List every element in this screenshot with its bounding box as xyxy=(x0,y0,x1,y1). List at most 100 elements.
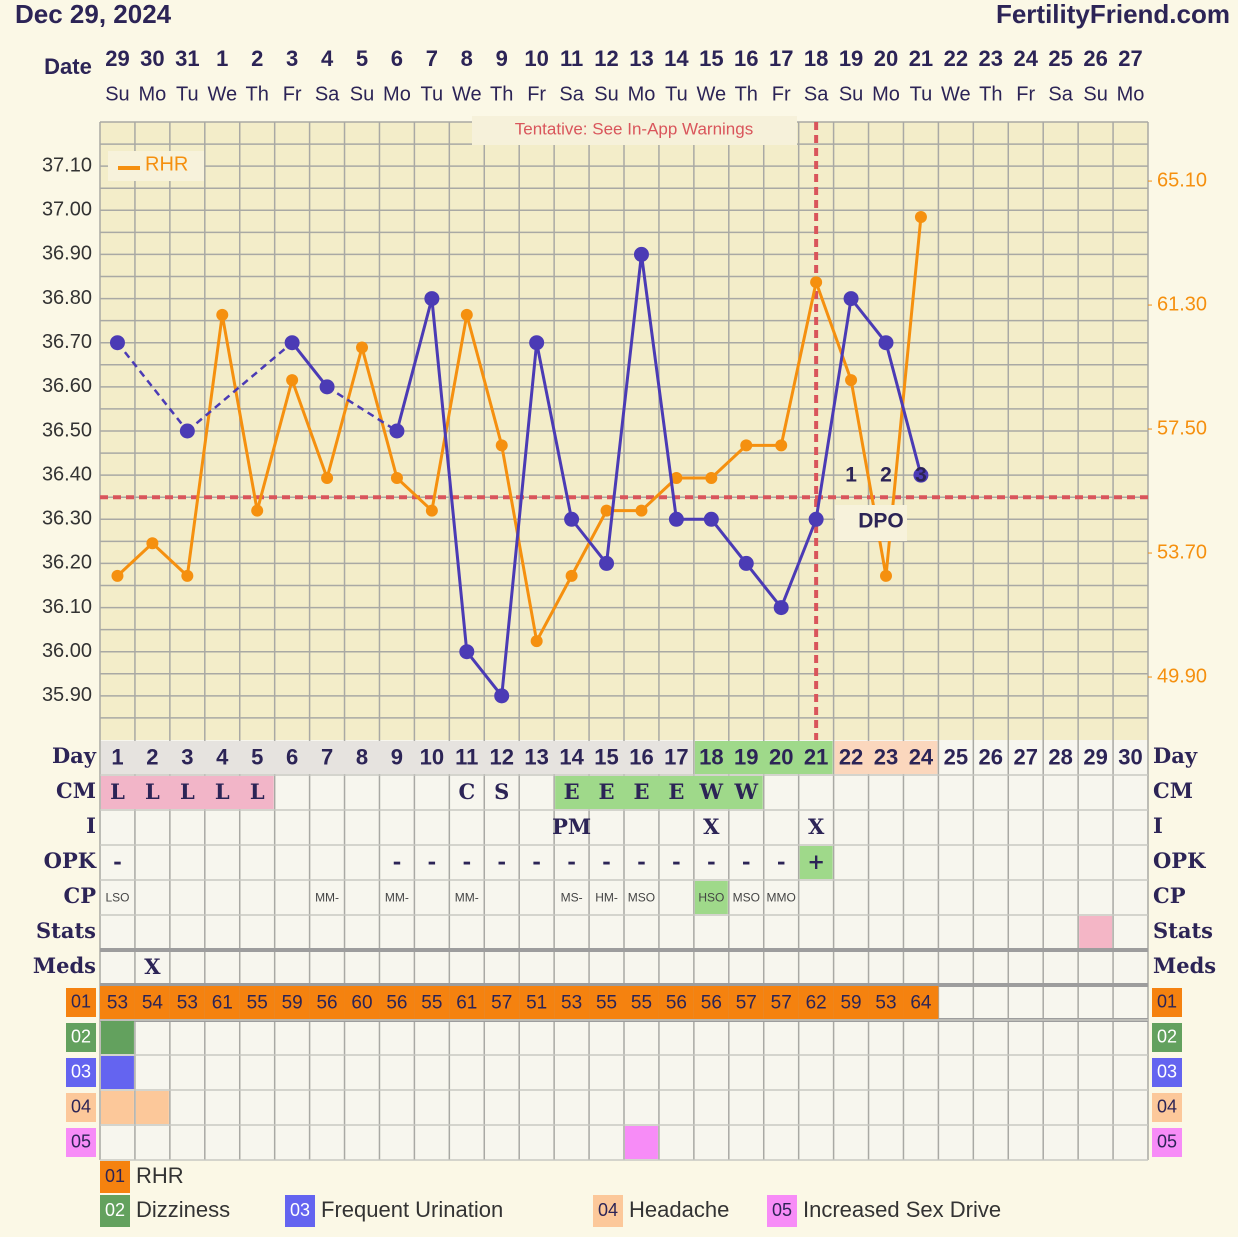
symptom-cell xyxy=(728,986,764,1019)
point xyxy=(775,439,788,452)
code-label: 05 xyxy=(1157,1131,1177,1151)
cell-fill xyxy=(834,741,938,774)
day-number: 29 xyxy=(1083,744,1107,769)
y-tick-label: 36.80 xyxy=(42,287,92,309)
symptom-cell xyxy=(414,986,450,1019)
symptom-cell xyxy=(134,986,170,1019)
day-number: 19 xyxy=(734,744,758,769)
date-label: 20 xyxy=(874,46,898,71)
weekday-label: Tu xyxy=(176,83,199,105)
date-label: Date xyxy=(44,54,92,79)
symptom-value: 53 xyxy=(177,993,198,1014)
point xyxy=(703,511,719,527)
series-line xyxy=(395,254,923,700)
symptom-value: 53 xyxy=(875,993,896,1014)
code-box xyxy=(1152,1023,1182,1052)
cell-fill xyxy=(555,776,763,809)
symptom-cell xyxy=(519,986,555,1019)
gap-connector xyxy=(326,385,398,433)
point xyxy=(530,635,543,648)
cell-text: - xyxy=(602,849,611,874)
y-tick-label: 36.20 xyxy=(42,552,92,574)
symptom-cell xyxy=(135,1091,169,1124)
point xyxy=(321,471,334,484)
cell-text: L xyxy=(250,779,265,804)
row-label: CP xyxy=(1153,883,1186,908)
symptom-value: 62 xyxy=(806,993,827,1014)
code-label: 04 xyxy=(1157,1096,1177,1116)
weekday-label: Su xyxy=(1083,83,1107,105)
code-label: 02 xyxy=(71,1026,91,1046)
day-number: 3 xyxy=(181,744,193,769)
day-number: 4 xyxy=(216,744,229,769)
cell-text: - xyxy=(113,849,122,874)
point xyxy=(670,471,683,484)
date-label: 4 xyxy=(321,46,334,71)
legend-name: Dizziness xyxy=(136,1197,230,1222)
code-box xyxy=(1152,988,1182,1017)
date-label: 6 xyxy=(391,46,403,71)
legend-code: 04 xyxy=(598,1200,618,1220)
date-label: 17 xyxy=(769,46,793,71)
cell-text: - xyxy=(462,849,471,874)
symptom-cell xyxy=(589,986,624,1019)
y-tick-label: 36.30 xyxy=(42,508,92,530)
cell-text: - xyxy=(707,849,716,874)
code-box xyxy=(66,1093,96,1122)
weekday-label: Fr xyxy=(283,83,302,105)
point xyxy=(460,308,473,321)
point xyxy=(459,644,475,660)
symptom-cell xyxy=(798,986,834,1019)
code-label: 02 xyxy=(1157,1026,1177,1046)
cell-text: S xyxy=(494,779,509,804)
y-tick-label: 36.40 xyxy=(42,463,92,485)
cell-text: - xyxy=(428,849,437,874)
symptom-value: 61 xyxy=(456,993,477,1014)
day-number: 30 xyxy=(1118,744,1142,769)
point xyxy=(564,511,580,527)
cell-text: - xyxy=(497,849,506,874)
day-number: 25 xyxy=(944,744,968,769)
day-number: 26 xyxy=(979,744,1003,769)
point xyxy=(319,379,335,395)
symptom-cell xyxy=(868,986,904,1019)
point xyxy=(179,423,195,439)
cell-text: HSO xyxy=(698,891,724,905)
date-label: 26 xyxy=(1083,46,1107,71)
row-label: CM xyxy=(56,778,96,803)
row-label: Day xyxy=(52,743,97,768)
date-label: 15 xyxy=(699,46,723,71)
symptom-cell xyxy=(833,986,869,1019)
dpo-number: 3 xyxy=(915,464,927,487)
date-label: 30 xyxy=(140,46,164,71)
point xyxy=(111,569,124,582)
point xyxy=(808,511,824,527)
symptom-cell xyxy=(101,1021,134,1054)
point xyxy=(913,467,929,483)
cell-text: L xyxy=(215,779,230,804)
point xyxy=(389,423,405,439)
legend-code: 05 xyxy=(772,1200,792,1220)
weekday-label: Su xyxy=(105,83,129,105)
symptom-cell xyxy=(309,986,345,1019)
symptom-value: 56 xyxy=(316,993,337,1014)
point xyxy=(738,555,754,571)
row-label: I xyxy=(1153,813,1163,838)
row-label: Meds xyxy=(33,953,96,978)
cell-text: LSO xyxy=(105,891,129,905)
symptom-cell xyxy=(101,1056,134,1089)
dpo-number: 1 xyxy=(845,464,857,487)
symptom-value: 55 xyxy=(631,993,652,1014)
symptom-value: 59 xyxy=(840,993,861,1014)
symptom-value: 54 xyxy=(142,993,164,1014)
point xyxy=(181,569,194,582)
day-number: 28 xyxy=(1048,744,1072,769)
cell-fill xyxy=(101,741,693,774)
day-number: 10 xyxy=(420,744,444,769)
date-label: 31 xyxy=(175,46,199,71)
symptom-cell xyxy=(239,986,275,1019)
weekday-label: We xyxy=(941,83,971,105)
cell-text: - xyxy=(532,849,541,874)
y-tick-label: 36.00 xyxy=(42,640,92,662)
date-label: 14 xyxy=(664,46,689,71)
